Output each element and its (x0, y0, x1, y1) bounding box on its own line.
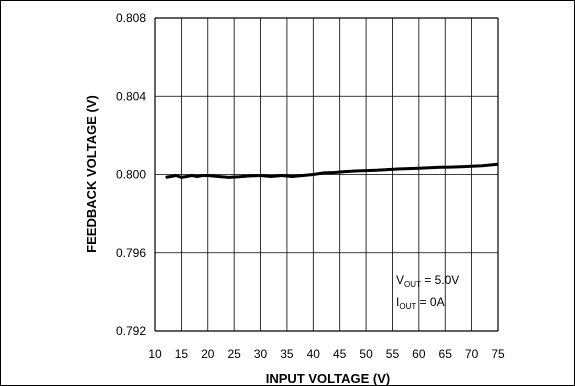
x-tick-label: 30 (254, 347, 268, 361)
x-tick-label: 65 (439, 347, 453, 361)
y-tick-label: 0.796 (116, 246, 146, 260)
y-tick-label: 0.800 (116, 168, 146, 182)
x-tick-labels: 10 15 20 25 30 35 40 45 50 55 60 65 70 75 (148, 347, 505, 361)
x-tick-label: 55 (386, 347, 400, 361)
x-tick-label: 50 (359, 347, 373, 361)
x-tick-label: 25 (227, 347, 241, 361)
x-tick-label: 20 (201, 347, 215, 361)
x-tick-label: 15 (175, 347, 189, 361)
y-tick-label: 0.808 (116, 11, 146, 25)
x-axis-title: INPUT VOLTAGE (V) (266, 371, 390, 386)
y-tick-label: 0.804 (116, 89, 146, 103)
annotation-vout: VOUT = 5.0V (396, 273, 459, 289)
x-tick-label: 75 (491, 347, 505, 361)
x-tick-label: 60 (412, 347, 426, 361)
y-tick-labels: 0.792 0.796 0.800 0.804 0.808 (116, 11, 146, 338)
x-tick-label: 70 (465, 347, 479, 361)
x-tick-label: 40 (307, 347, 321, 361)
series-line (165, 162, 499, 179)
x-tick-label: 35 (280, 347, 294, 361)
x-tick-label: 10 (148, 347, 162, 361)
y-axis-title: FEEDBACK VOLTAGE (V) (84, 95, 99, 253)
annotation-iout: IOUT = 0A (396, 295, 445, 311)
y-tick-label: 0.792 (116, 324, 146, 338)
x-tick-label: 45 (333, 347, 347, 361)
